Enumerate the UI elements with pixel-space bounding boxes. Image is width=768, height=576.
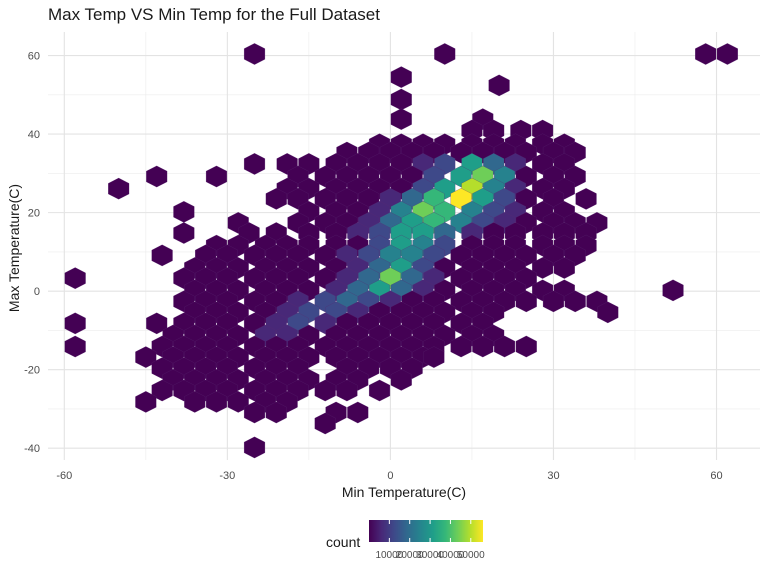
- hex-cell: [244, 153, 266, 175]
- legend-tick-label: 20000: [396, 550, 424, 561]
- legend-tick-label: 30000: [416, 550, 444, 561]
- hex-cell: [553, 257, 575, 279]
- x-tick-label: 0: [387, 470, 393, 482]
- y-tick-label: -20: [24, 365, 40, 377]
- hex-cell: [390, 66, 412, 88]
- hex-cell: [64, 335, 86, 358]
- hex-cell: [423, 346, 445, 368]
- y-tick-label: -40: [24, 443, 40, 455]
- hex-cell: [244, 401, 266, 424]
- hex-cell: [472, 335, 494, 358]
- hex-cell: [390, 369, 412, 391]
- hex-cell: [244, 436, 266, 459]
- hex-cell: [265, 401, 287, 424]
- x-tick-label: 60: [710, 470, 722, 482]
- hex-cell: [450, 335, 472, 358]
- hex-cell: [434, 43, 456, 65]
- hex-cell: [542, 290, 564, 313]
- y-tick-label: 20: [28, 208, 40, 220]
- hex-cell: [695, 43, 717, 65]
- x-axis-title: Min Temperature(C): [342, 484, 466, 500]
- legend-tick-label: 10000: [375, 550, 403, 561]
- legend-tick-label: 40000: [437, 550, 465, 561]
- hex-cell: [205, 391, 227, 413]
- legend-colorbar: [369, 520, 483, 542]
- hex-cell: [662, 279, 684, 302]
- y-axis-ticks: -40 -20 0 20 40 60: [24, 51, 40, 456]
- chart-title: Max Temp VS Min Temp for the Full Datase…: [48, 5, 380, 24]
- hex-cell: [173, 201, 195, 223]
- x-tick-label: 30: [547, 470, 559, 482]
- hex-cell: [314, 412, 336, 435]
- hex-cell: [146, 165, 168, 188]
- legend-title: count: [326, 534, 360, 550]
- hexbin-cells: [64, 43, 738, 459]
- x-tick-label: -30: [219, 470, 235, 482]
- hex-cell: [135, 346, 157, 368]
- hex-cell: [369, 379, 391, 402]
- hex-cell: [390, 88, 412, 111]
- x-axis-ticks: -60 -30 0 30 60: [56, 470, 722, 482]
- hex-cell: [64, 267, 86, 289]
- hex-cell: [205, 165, 227, 188]
- hex-cell: [494, 335, 516, 358]
- hex-cell: [64, 312, 86, 335]
- hex-cell: [716, 43, 738, 65]
- hex-cell: [265, 188, 287, 210]
- y-tick-label: 0: [34, 286, 40, 298]
- hex-cell: [564, 290, 586, 313]
- hex-cell: [151, 379, 173, 402]
- hex-cell: [597, 301, 619, 324]
- hex-cell: [135, 391, 157, 413]
- hex-cell: [108, 177, 130, 200]
- hex-cell: [146, 312, 168, 335]
- y-tick-label: 60: [28, 51, 40, 63]
- x-tick-label: -60: [56, 470, 72, 482]
- hex-cell: [488, 74, 510, 97]
- hex-cell: [314, 379, 336, 402]
- hex-cell: [336, 379, 358, 402]
- hex-cell: [347, 401, 369, 424]
- hex-cell: [173, 222, 195, 244]
- y-tick-label: 40: [28, 129, 40, 141]
- hex-cell: [515, 290, 537, 313]
- y-axis-title: Max Temperature(C): [6, 184, 22, 312]
- hex-cell: [390, 108, 412, 130]
- hex-cell: [227, 391, 249, 413]
- hex-cell: [515, 335, 537, 358]
- hex-cell: [184, 391, 206, 413]
- legend-tick-label: 50000: [457, 550, 485, 561]
- hex-cell: [532, 257, 554, 279]
- hex-cell: [575, 188, 597, 210]
- hex-cell: [151, 244, 173, 267]
- hex-cell: [244, 43, 266, 65]
